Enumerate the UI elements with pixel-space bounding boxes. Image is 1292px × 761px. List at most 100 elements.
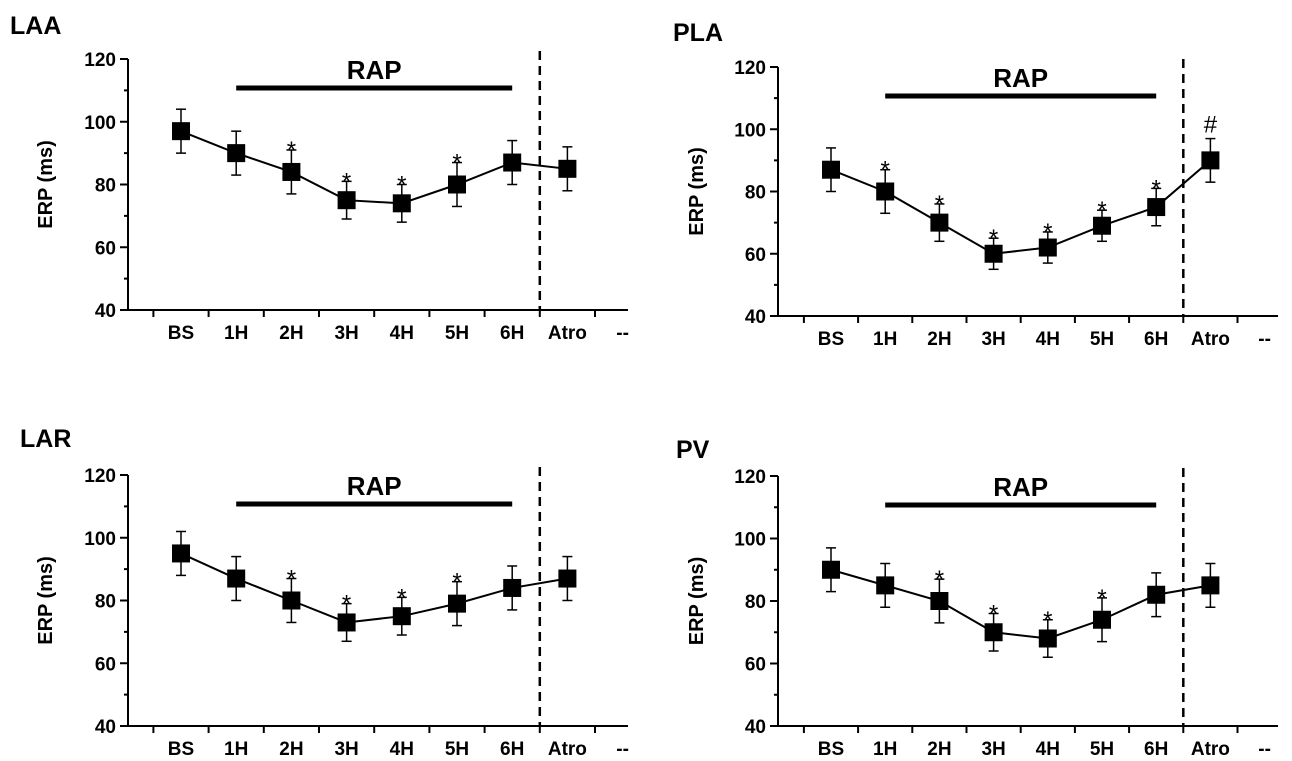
x-tick-label: 6H: [1144, 739, 1168, 760]
data-point: [1093, 216, 1111, 235]
data-point: [876, 182, 895, 201]
data-point: [822, 160, 840, 179]
chart-panel-lar: LAR 40 60 80 100 120 ERP (ms) BS 1H 2H 3H 4H 5H 6H Atr…: [20, 425, 629, 760]
series-line: [830, 568, 1211, 640]
series-line: [180, 552, 568, 624]
significance-marker: *: [452, 569, 461, 596]
x-tick-label: BS: [818, 739, 844, 760]
y-tick-label: 60: [95, 654, 116, 675]
x-tick-label: 4H: [390, 323, 414, 344]
data-point: [227, 144, 246, 163]
y-tick-label: 120: [734, 467, 766, 488]
x-tick-label: Atro: [1191, 739, 1230, 760]
significance-marker: *: [935, 566, 944, 593]
x-tick-label: 5H: [445, 323, 469, 344]
y-tick-label: 40: [745, 717, 766, 738]
significance-marker: *: [1152, 175, 1161, 202]
y-tick-label: 100: [734, 530, 766, 551]
y-tick-label: 60: [95, 238, 116, 259]
data-point: [876, 576, 895, 595]
data-point: [930, 213, 949, 232]
y-tick-label: 120: [84, 466, 116, 487]
significance-marker: *: [935, 191, 944, 218]
x-tick-label: BS: [168, 323, 194, 344]
x-tick-label: Atro: [1191, 329, 1230, 350]
significance-marker: *: [1043, 219, 1052, 246]
y-tick-label: 100: [734, 120, 766, 141]
x-tick-label: 5H: [1090, 739, 1114, 760]
y-tick-label: 100: [84, 529, 116, 550]
significance-marker: *: [397, 172, 406, 199]
data-point: [337, 613, 356, 632]
significance-marker: *: [287, 137, 296, 164]
rap-label: RAP: [993, 472, 1048, 502]
significance-marker: *: [989, 225, 998, 252]
y-tick-label: 40: [95, 301, 116, 322]
x-tick-label: 4H: [1036, 329, 1060, 350]
significance-marker: *: [1097, 585, 1106, 612]
panel-label: LAA: [10, 12, 61, 40]
significance-marker: *: [989, 601, 998, 628]
y-tick-label: 60: [745, 245, 766, 266]
x-tick-label: 5H: [1090, 329, 1114, 350]
chart-panel-pla: PLA 40 60 80 100 120 ERP (ms) BS 1H 2H 3H 4H 5H 6H Atr…: [673, 19, 1278, 350]
x-tick-label: 2H: [927, 329, 951, 350]
x-tick-label: --: [1258, 329, 1271, 350]
data-point: [984, 623, 1003, 642]
chart-panel-laa: LAA 40 60 80 100 120 ERP (ms) BS 1H 2H 3H 4H 5H 6H Atr…: [10, 12, 629, 344]
x-tick-label: 2H: [279, 323, 303, 344]
significance-marker: *: [342, 168, 351, 195]
data-point: [448, 175, 466, 194]
x-tick-label: Atro: [548, 739, 587, 760]
series-line: [180, 130, 568, 205]
data-point: [503, 153, 522, 172]
x-tick-label: 4H: [1036, 739, 1060, 760]
series-line: [830, 159, 1212, 255]
y-tick-label: 40: [95, 717, 116, 738]
data-point: [448, 594, 466, 613]
x-tick-label: 3H: [981, 739, 1005, 760]
significance-marker: *: [287, 566, 296, 593]
x-tick-label: 2H: [279, 739, 303, 760]
data-point: [392, 194, 411, 213]
y-axis-title: ERP (ms): [35, 556, 57, 645]
x-tick-label: 3H: [334, 323, 358, 344]
panel-label: PLA: [673, 19, 723, 47]
y-axis-title: ERP (ms): [686, 557, 708, 646]
significance-marker: *: [452, 150, 461, 177]
panel-label: LAR: [20, 425, 71, 453]
significance-marker: *: [881, 157, 890, 184]
x-tick-label: 6H: [1144, 329, 1168, 350]
rap-label: RAP: [993, 63, 1048, 93]
data-point: [1093, 610, 1111, 629]
y-tick-label: 100: [84, 113, 116, 134]
data-point: [282, 162, 301, 181]
x-tick-label: 4H: [390, 739, 414, 760]
data-point: [1201, 151, 1220, 170]
x-tick-label: Atro: [548, 323, 587, 344]
data-point: [558, 569, 577, 588]
data-point: [282, 591, 301, 610]
x-tick-label: 3H: [334, 739, 358, 760]
data-point: [1147, 585, 1166, 604]
data-point: [1201, 576, 1220, 595]
significance-marker: *: [1043, 607, 1052, 634]
data-point: [227, 569, 246, 588]
significance-marker: *: [1097, 197, 1106, 224]
data-point: [1038, 238, 1057, 257]
y-tick-label: 80: [745, 592, 766, 613]
data-point: [822, 560, 840, 579]
y-tick-label: 120: [734, 58, 766, 79]
y-tick-label: 80: [95, 176, 116, 197]
y-tick-label: 60: [745, 655, 766, 676]
y-tick-label: 40: [745, 307, 766, 328]
y-axis-title: ERP (ms): [35, 140, 57, 229]
x-tick-label: 3H: [981, 329, 1005, 350]
x-tick-label: --: [616, 323, 629, 344]
y-tick-label: 80: [95, 592, 116, 613]
data-point: [337, 191, 356, 210]
x-tick-label: 1H: [873, 739, 897, 760]
rap-label: RAP: [347, 55, 402, 85]
x-tick-label: 2H: [927, 739, 951, 760]
